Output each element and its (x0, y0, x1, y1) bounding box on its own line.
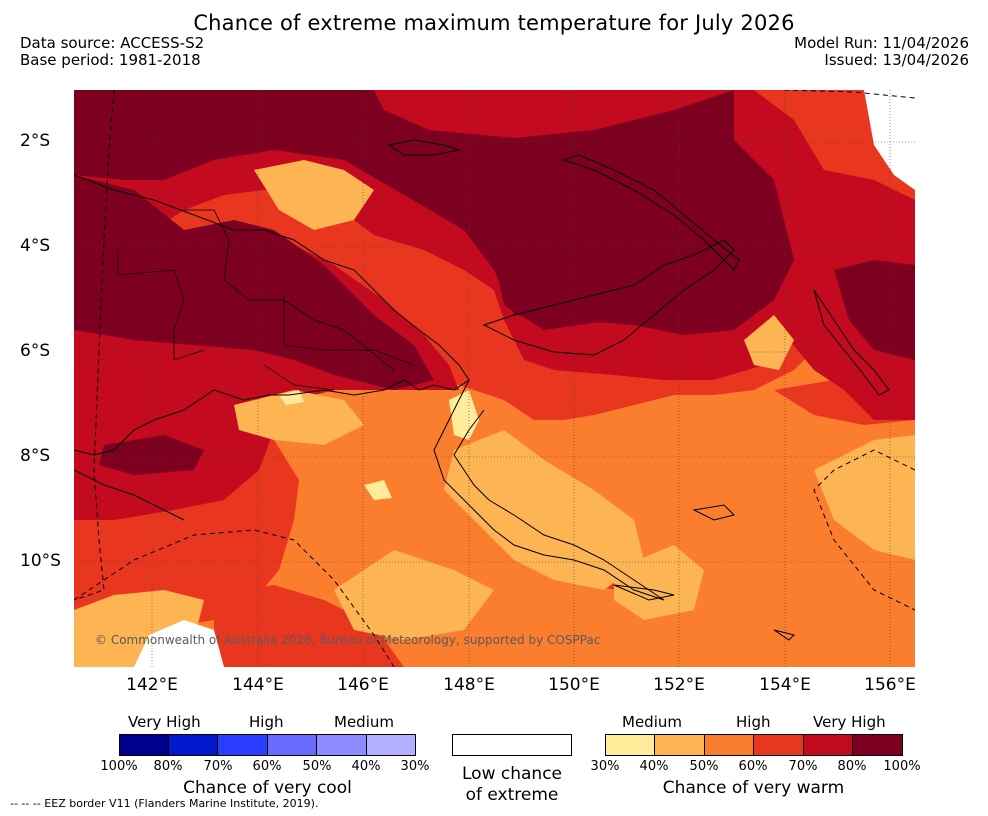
warm-tick-40: 40% (639, 759, 669, 774)
data-source: Data source: ACCESS-S2 (20, 34, 205, 52)
field-30-40-b (364, 480, 392, 500)
ylabel-2s: 2°S (20, 131, 51, 151)
field-80-100-west (74, 175, 434, 390)
cool-swatch-3 (217, 734, 268, 756)
warm-caption: Chance of very warm (662, 778, 845, 798)
chart-title: Chance of extreme maximum temperature fo… (193, 11, 795, 35)
field-40-50-e (614, 545, 704, 620)
islands-east (613, 504, 795, 641)
province-lines (117, 250, 415, 391)
probability-fields (74, 90, 915, 667)
warm-swatch-3 (704, 734, 754, 756)
cool-tick-30: 30% (400, 759, 430, 774)
cool-swatch-4 (267, 734, 317, 756)
xlabel-156e: 156°E (864, 675, 916, 695)
new-guinea-coast (74, 174, 470, 456)
bougainville-coast (813, 289, 890, 396)
warm-swatch-1 (605, 734, 655, 756)
map-graticule (74, 90, 915, 667)
ylabel-6s: 6°S (20, 341, 51, 361)
meta-left: Data source: ACCESS-S2 Base period: 1981… (20, 35, 204, 69)
warm-tick-100: 100% (883, 759, 921, 774)
field-40-50-a (254, 160, 374, 230)
cool-tick-80: 80% (153, 759, 183, 774)
png-border-inland (184, 209, 395, 371)
field-low-chance-ne (864, 90, 915, 190)
warm-swatch-4 (753, 734, 804, 756)
cool-very-high: Very High (128, 713, 201, 731)
warm-tick-30: 30% (590, 759, 620, 774)
cool-medium: Medium (334, 713, 394, 731)
low-chance-caption: Low chance of extreme (440, 764, 584, 806)
cool-swatch-6 (366, 734, 416, 756)
ylabel-4s: 4°S (20, 236, 51, 256)
issued-date: Issued: 13/04/2026 (824, 51, 969, 69)
xlabel-146e: 146°E (337, 675, 389, 695)
cool-tick-40: 40% (351, 759, 381, 774)
warm-very-high: Very High (813, 713, 886, 731)
new-ireland-coast (562, 154, 740, 271)
low-chance-swatch (452, 734, 572, 756)
field-80-100-east (834, 260, 915, 360)
cool-tick-60: 60% (252, 759, 282, 774)
xlabel-152e: 152°E (653, 675, 705, 695)
copyright-credit: © Commonwealth of Australia 2026, Bureau… (95, 633, 601, 647)
field-40-50-f (744, 315, 794, 370)
cool-tick-100: 100% (100, 759, 138, 774)
xlabel-154e: 154°E (759, 675, 811, 695)
cool-tick-50: 50% (302, 759, 332, 774)
xlabel-150e: 150°E (548, 675, 600, 695)
eez-note: -- -- -- EEZ border V11 (Flanders Marine… (10, 797, 319, 810)
forecast-map (74, 90, 915, 667)
field-80-100-central (494, 245, 634, 330)
field-80-100-sw (99, 435, 204, 475)
cool-caption: Chance of very cool (183, 778, 352, 798)
warm-swatch-2 (654, 734, 705, 756)
base-period: Base period: 1981-2018 (20, 51, 201, 69)
warm-high: High (736, 713, 771, 731)
new-guinea-south-coast (74, 469, 185, 521)
cool-swatch-1 (119, 734, 169, 756)
cool-tick-70: 70% (203, 759, 233, 774)
low-chance-line2: of extreme (465, 785, 559, 805)
eez-border-west (74, 90, 115, 601)
warm-tick-80: 80% (837, 759, 867, 774)
eez-border-south (74, 529, 395, 667)
field-40-50-c (334, 550, 494, 640)
warm-tick-60: 60% (738, 759, 768, 774)
field-low-chance-sw (134, 620, 224, 667)
warm-tick-70: 70% (788, 759, 818, 774)
eez-border-east (813, 449, 915, 611)
low-chance-line1: Low chance (462, 764, 562, 784)
coastlines (74, 90, 915, 667)
warm-swatch-6 (852, 734, 903, 756)
cool-high: High (249, 713, 284, 731)
xlabel-142e: 142°E (126, 675, 178, 695)
model-run: Model Run: 11/04/2026 (794, 34, 969, 52)
xlabel-148e: 148°E (443, 675, 495, 695)
papuan-peninsula-coast (433, 379, 665, 601)
eez-border-ne (783, 90, 915, 99)
ylabel-10s: 10°S (20, 551, 61, 571)
xlabel-144e: 144°E (232, 675, 284, 695)
field-40-50-b (444, 430, 644, 590)
warm-tick-50: 50% (689, 759, 719, 774)
field-40-50-h (234, 390, 364, 445)
new-britain-coast (482, 239, 735, 356)
field-60-70-aus (214, 585, 404, 667)
cool-swatch-5 (316, 734, 367, 756)
ylabel-8s: 8°S (20, 446, 51, 466)
warm-swatch-5 (803, 734, 853, 756)
field-30-40-a (449, 390, 479, 440)
meta-right: Model Run: 11/04/2026 Issued: 13/04/2026 (794, 35, 969, 69)
cool-swatch-2 (168, 734, 218, 756)
manus-coast (387, 139, 461, 156)
warm-medium: Medium (622, 713, 682, 731)
